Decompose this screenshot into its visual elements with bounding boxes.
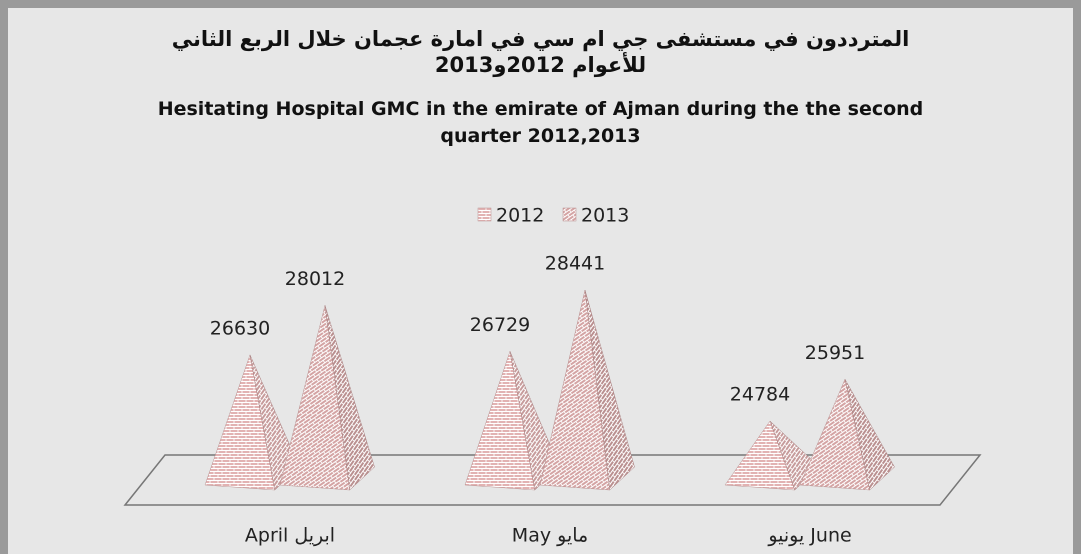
pyramid — [799, 378, 895, 491]
data-label: 24784 — [730, 384, 790, 406]
legend-swatch — [562, 207, 577, 222]
chart-title: Hesitating Hospital GMC in the emirate o… — [157, 98, 924, 147]
floor — [123, 454, 982, 506]
pyramid-side — [584, 289, 635, 491]
legend-swatch — [477, 207, 492, 222]
legend-label: 2013 — [581, 205, 629, 227]
x-tick-label: يونيو June — [767, 525, 851, 547]
data-label: 26630 — [210, 317, 270, 339]
pyramid-side — [324, 305, 375, 491]
pyramid — [279, 305, 375, 491]
x-tick-label: April ابريل — [245, 525, 335, 547]
data-label: 28012 — [285, 268, 345, 290]
pyramid — [539, 289, 635, 491]
x-tick-label: May مايو — [512, 525, 588, 547]
data-label: 25951 — [805, 342, 865, 364]
legend-label: 2012 — [496, 205, 544, 227]
pyramid-side — [844, 379, 895, 491]
data-label: 26729 — [470, 314, 530, 336]
data-label: 28441 — [545, 253, 605, 275]
chart-title-arabic: المترددون في مستشفى جي ام سي في امارة عج… — [171, 27, 910, 77]
